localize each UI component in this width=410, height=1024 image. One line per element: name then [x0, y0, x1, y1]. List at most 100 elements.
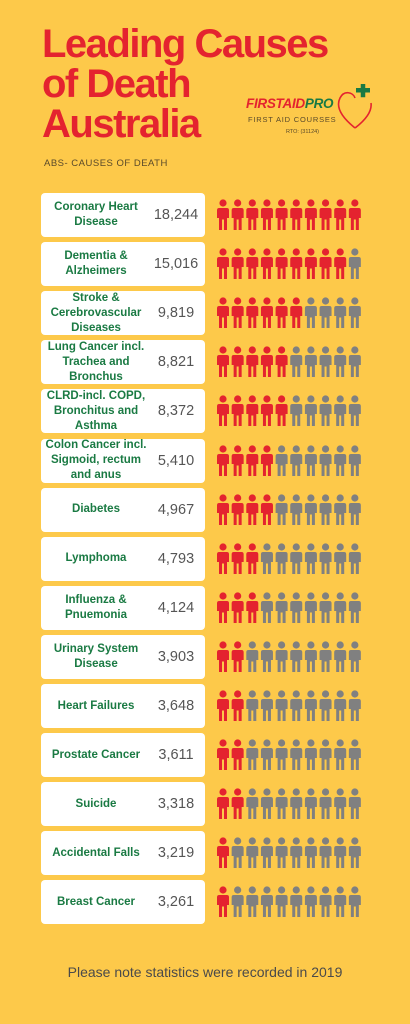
person-icon-empty	[304, 592, 317, 623]
person-icon-empty	[260, 690, 273, 721]
person-icon-filled	[319, 199, 332, 230]
person-icon-empty	[260, 837, 273, 869]
people-icons	[217, 739, 361, 771]
cause-card: Heart Failures 3,648	[41, 684, 205, 728]
person-icon-filled	[348, 199, 361, 230]
death-count: 5,410	[157, 452, 195, 469]
person-icon-empty	[304, 395, 317, 427]
person-icon-empty	[348, 297, 361, 329]
person-icon-empty	[348, 641, 361, 672]
person-icon-empty	[348, 788, 361, 820]
person-icon-filled	[217, 837, 229, 869]
cause-card: Urinary System Disease 3,903	[41, 634, 205, 679]
person-icon-empty	[348, 346, 361, 378]
table-row: Dementia & Alzheimers 15,016	[41, 242, 381, 287]
title-line-3: Australia	[42, 102, 201, 146]
logo-name-part1: FIRSTAID	[246, 96, 305, 111]
person-icon-filled	[217, 248, 229, 280]
person-icon-empty	[260, 641, 273, 672]
person-icon-filled	[217, 641, 229, 672]
person-icon-filled	[260, 493, 273, 525]
person-icon-filled	[260, 248, 273, 280]
person-icon-empty	[334, 346, 347, 378]
person-icon-empty	[275, 592, 288, 623]
table-row: Lymphoma 4,793	[41, 536, 381, 581]
cause-label: Diabetes	[72, 503, 120, 516]
person-icon-empty	[319, 641, 332, 672]
person-icon-filled	[246, 592, 259, 623]
section-label: ABS- CAUSES OF DEATH	[44, 158, 168, 169]
cause-label: Breast Cancer	[57, 895, 135, 908]
person-icon-empty	[348, 248, 361, 280]
person-icon-empty	[304, 493, 317, 525]
person-icon-filled	[217, 690, 229, 721]
person-icon-empty	[348, 690, 361, 721]
table-row: Stroke & Cerebrovascular Diseases 9,819	[41, 291, 381, 336]
table-row: Breast Cancer 3,261	[41, 880, 381, 925]
person-icon-filled	[217, 199, 229, 230]
person-icon-empty	[231, 886, 244, 918]
person-icon-empty	[290, 395, 303, 427]
person-icon-filled	[246, 395, 259, 427]
table-row: Urinary System Disease 3,903	[41, 634, 381, 679]
person-icon-empty	[334, 297, 347, 329]
death-count: 3,261	[157, 894, 195, 911]
person-icon-empty	[275, 788, 288, 820]
cause-card: Lymphoma 4,793	[41, 536, 205, 581]
person-icon-filled	[304, 248, 317, 280]
person-icon-empty	[275, 739, 288, 771]
person-icon-empty	[319, 543, 332, 574]
person-icon-empty	[348, 543, 361, 574]
person-icon-filled	[217, 493, 229, 525]
table-row: Influenza & Pnuemonia 4,124	[41, 585, 381, 630]
cause-label: Prostate Cancer	[51, 748, 141, 761]
person-icon-empty	[319, 395, 332, 427]
table-row: Colon Cancer incl. Sigmoid, rectum and a…	[41, 438, 381, 483]
cause-card: Diabetes 4,967	[41, 487, 205, 532]
person-icon-empty	[334, 395, 347, 427]
person-icon-filled	[246, 248, 259, 280]
cause-card: Dementia & Alzheimers 15,016	[41, 242, 205, 287]
person-icon-empty	[348, 837, 361, 869]
death-count: 4,793	[157, 550, 195, 567]
person-icon-empty	[319, 837, 332, 869]
logo-tagline: FIRST AID COURSES	[248, 115, 337, 124]
person-icon-empty	[231, 837, 244, 869]
person-icon-filled	[260, 346, 273, 378]
table-row: Suicide 3,318	[41, 782, 381, 827]
death-count: 8,372	[157, 403, 195, 420]
person-icon-empty	[275, 543, 288, 574]
cause-label: CLRD-incl. COPD, Bronchitus and Asthma	[46, 389, 146, 432]
person-icon-empty	[275, 837, 288, 869]
people-icons	[217, 493, 361, 525]
person-icon-empty	[246, 788, 259, 820]
person-icon-empty	[246, 739, 259, 771]
person-icon-empty	[290, 641, 303, 672]
cause-card: Lung Cancer incl. Trachea and Bronchus 8,…	[41, 340, 205, 385]
cause-card: Colon Cancer incl. Sigmoid, rectum and a…	[41, 438, 205, 483]
person-icon-filled	[260, 395, 273, 427]
person-icon-filled	[231, 346, 244, 378]
person-icon-empty	[246, 886, 259, 918]
person-icon-filled	[334, 248, 347, 280]
person-icon-empty	[319, 297, 332, 329]
logo-name: FIRSTAIDPRO	[246, 96, 334, 111]
person-icon-filled	[275, 199, 288, 230]
person-icon-filled	[217, 788, 229, 820]
cause-card: Suicide 3,318	[41, 782, 205, 827]
person-icon-empty	[260, 886, 273, 918]
person-icon-empty	[304, 297, 317, 329]
person-icon-empty	[348, 739, 361, 771]
person-icon-empty	[348, 493, 361, 525]
people-icons	[217, 837, 361, 869]
people-icons	[217, 297, 361, 329]
person-icon-filled	[260, 444, 273, 476]
person-icon-filled	[260, 199, 273, 230]
cause-label: Colon Cancer incl. Sigmoid, rectum and a…	[45, 439, 147, 481]
person-icon-empty	[290, 739, 303, 771]
person-icon-empty	[290, 837, 303, 869]
person-icon-empty	[246, 641, 259, 672]
cause-label: Coronary Heart Disease	[54, 201, 138, 228]
person-icon-empty	[246, 837, 259, 869]
person-icon-filled	[246, 346, 259, 378]
